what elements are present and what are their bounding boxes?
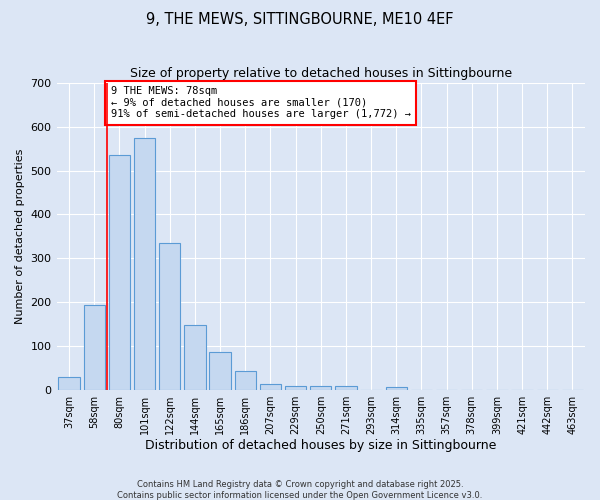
Bar [58,376,80,390]
Text: 9 THE MEWS: 78sqm
← 9% of detached houses are smaller (170)
91% of semi-detached: 9 THE MEWS: 78sqm ← 9% of detached house… [110,86,410,120]
Text: Contains HM Land Registry data © Crown copyright and database right 2025.
Contai: Contains HM Land Registry data © Crown c… [118,480,482,500]
Bar [109,156,130,390]
X-axis label: Distribution of detached houses by size in Sittingbourne: Distribution of detached houses by size … [145,440,496,452]
Bar [209,352,231,390]
Bar [310,386,331,390]
Bar [235,372,256,390]
Bar [159,243,181,390]
Text: 9, THE MEWS, SITTINGBOURNE, ME10 4EF: 9, THE MEWS, SITTINGBOURNE, ME10 4EF [146,12,454,28]
Bar [260,384,281,390]
Title: Size of property relative to detached houses in Sittingbourne: Size of property relative to detached ho… [130,68,512,80]
Bar [285,386,307,390]
Y-axis label: Number of detached properties: Number of detached properties [15,148,25,324]
Bar [386,387,407,390]
Bar [184,325,206,390]
Bar [83,305,105,390]
Bar [335,386,356,390]
Bar [134,138,155,390]
